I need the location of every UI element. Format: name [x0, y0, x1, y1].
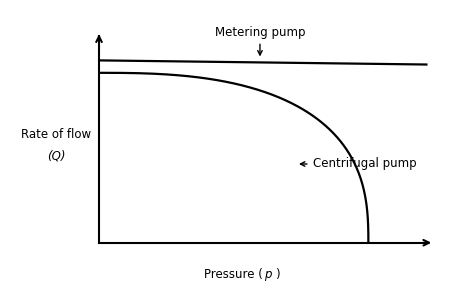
Text: Pressure (: Pressure ( — [204, 268, 263, 281]
Text: p: p — [264, 268, 272, 281]
Text: (Q): (Q) — [47, 149, 66, 162]
Text: Rate of flow: Rate of flow — [21, 128, 91, 141]
Text: ): ) — [275, 268, 279, 281]
Text: Centrifugal pump: Centrifugal pump — [301, 157, 416, 170]
Text: Metering pump: Metering pump — [215, 26, 305, 55]
